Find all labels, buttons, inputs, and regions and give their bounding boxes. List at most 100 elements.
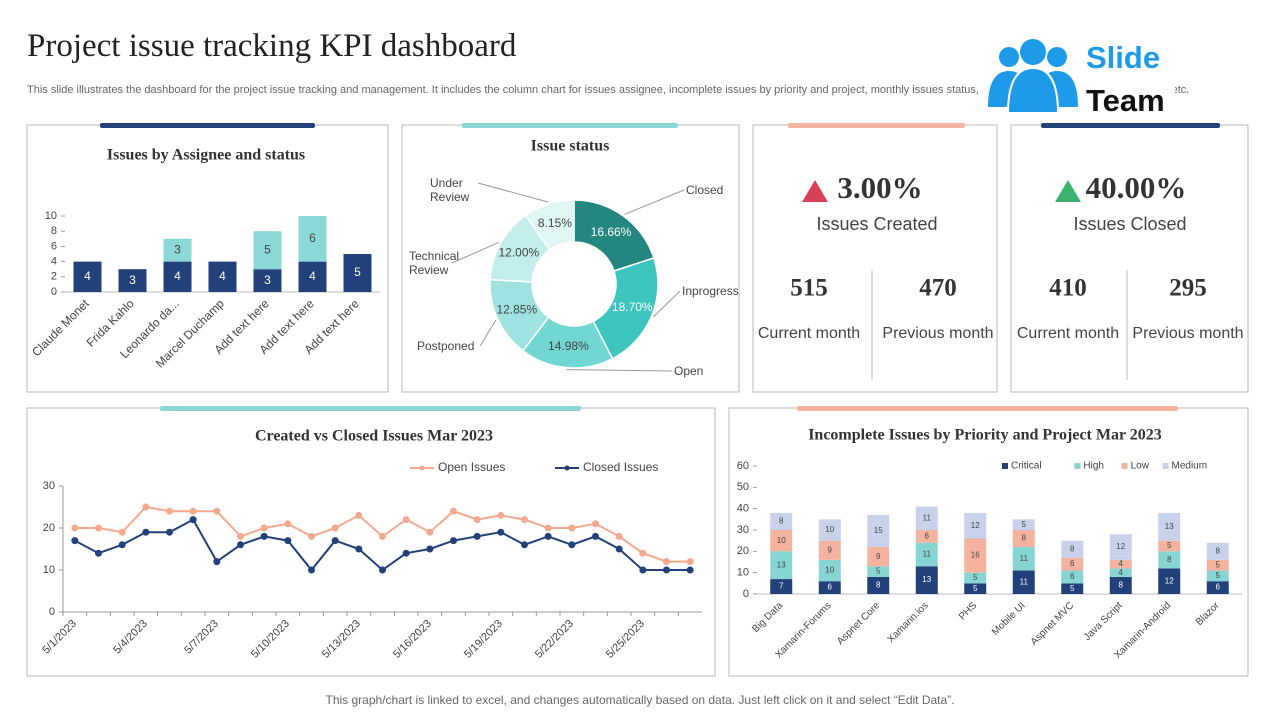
line-marker (450, 537, 457, 545)
category-label: Under Review (430, 176, 470, 204)
bar-segment (1061, 570, 1084, 584)
line-marker (118, 528, 126, 536)
y-tick-label: 10 (43, 564, 55, 576)
bar-segment (1061, 583, 1084, 594)
line-marker (663, 558, 670, 566)
line-marker (615, 545, 623, 553)
bar-segment (163, 238, 192, 262)
bar-segment (1206, 559, 1229, 571)
data-label: 13 (777, 560, 786, 569)
data-label: 4 (309, 269, 316, 283)
page-description: This slide illustrates the dashboard for… (27, 84, 1190, 96)
data-label: 4 (1119, 568, 1124, 577)
bar-segment (964, 538, 987, 573)
y-tick-label: 30 (737, 524, 749, 536)
kpi-value: 295 (1169, 275, 1207, 302)
data-label: 6 (309, 231, 316, 245)
data-label: 16.66% (591, 225, 632, 239)
bar-segment (867, 515, 890, 548)
data-label: 6 (1070, 559, 1075, 568)
data-label: 13 (1165, 522, 1174, 531)
y-tick-label: 0 (51, 286, 57, 298)
line-marker (166, 507, 173, 515)
bar-segment (1061, 557, 1084, 571)
bar-segment (770, 530, 793, 552)
line-marker (473, 516, 481, 524)
y-tick-label: 20 (737, 545, 749, 557)
kpi-label: Issues Closed (1073, 214, 1186, 234)
bar-segment (1206, 570, 1229, 582)
data-label: 15 (874, 526, 883, 535)
accent-bar (100, 123, 315, 128)
kpi-caption: Current month (1017, 325, 1119, 342)
bar-segment (1158, 512, 1181, 541)
bar-segment (163, 261, 192, 292)
data-label: 8.15% (538, 216, 572, 230)
panel (1010, 124, 1249, 393)
line-marker (497, 511, 505, 519)
x-tick-label: 5/10/2023 (249, 618, 292, 661)
line-marker (166, 528, 173, 536)
data-label: 3 (264, 273, 271, 287)
x-tick-label: 5/1/2023 (40, 618, 79, 657)
data-label: 6 (1216, 583, 1221, 592)
kpi-value: 470 (919, 275, 957, 302)
bar-segment (770, 551, 793, 580)
data-label: 8 (876, 581, 881, 590)
bar-segment (964, 583, 987, 594)
data-label: 5 (264, 242, 271, 256)
accent-bar (788, 123, 965, 128)
y-tick-label: 10 (45, 210, 57, 222)
x-tick-label: 5/4/2023 (111, 618, 150, 657)
line-marker (521, 541, 528, 549)
line-marker (663, 566, 670, 574)
data-label: 12 (971, 521, 980, 530)
data-label: 3 (129, 273, 136, 287)
legend-swatch (564, 465, 570, 471)
bar-segment (818, 540, 841, 560)
data-label: 5 (1167, 541, 1172, 550)
data-label: 5 (973, 584, 978, 593)
data-label: 10 (777, 536, 786, 545)
x-tick-label: 5/7/2023 (182, 618, 221, 657)
page-title: Project issue tracking KPI dashboard (27, 28, 517, 64)
bar-segment (964, 572, 987, 584)
legend-swatch (1002, 463, 1008, 469)
x-tick-label: Big Data (750, 600, 785, 635)
data-label: 8 (1070, 544, 1075, 553)
data-label: 10 (825, 525, 834, 534)
data-label: 7 (779, 582, 784, 591)
legend-swatch (1121, 463, 1128, 469)
line-marker (379, 532, 386, 540)
accent-bar (797, 406, 1178, 411)
line-marker (189, 516, 197, 524)
bar-segment (770, 579, 793, 594)
data-label: 11 (923, 550, 932, 559)
x-tick-label: PHS (957, 600, 980, 623)
data-label: 5 (876, 567, 881, 576)
bar-segment (964, 512, 987, 539)
data-label: 5 (1070, 584, 1075, 593)
accent-bar (462, 123, 678, 128)
kpi-label: Issues Created (816, 214, 937, 234)
bar-segment (770, 512, 793, 530)
data-label: 16 (971, 551, 980, 560)
line-marker (473, 532, 481, 540)
legend-swatch (1162, 463, 1169, 469)
line-marker (686, 566, 694, 574)
line-marker (544, 524, 552, 532)
leader-line (477, 182, 549, 203)
leader-line (624, 189, 685, 215)
bar-segment (1158, 551, 1181, 569)
x-tick-label: Claude Monet (29, 296, 92, 359)
logo-icon (999, 47, 1019, 67)
logo-icon (1006, 66, 1060, 114)
data-label: 4 (84, 269, 91, 283)
category-label: Technical Review (409, 249, 460, 277)
line-marker (308, 566, 315, 574)
data-label: 5 (1216, 571, 1221, 580)
line-marker (402, 549, 410, 557)
line-marker (639, 566, 647, 574)
line-marker (142, 503, 150, 511)
